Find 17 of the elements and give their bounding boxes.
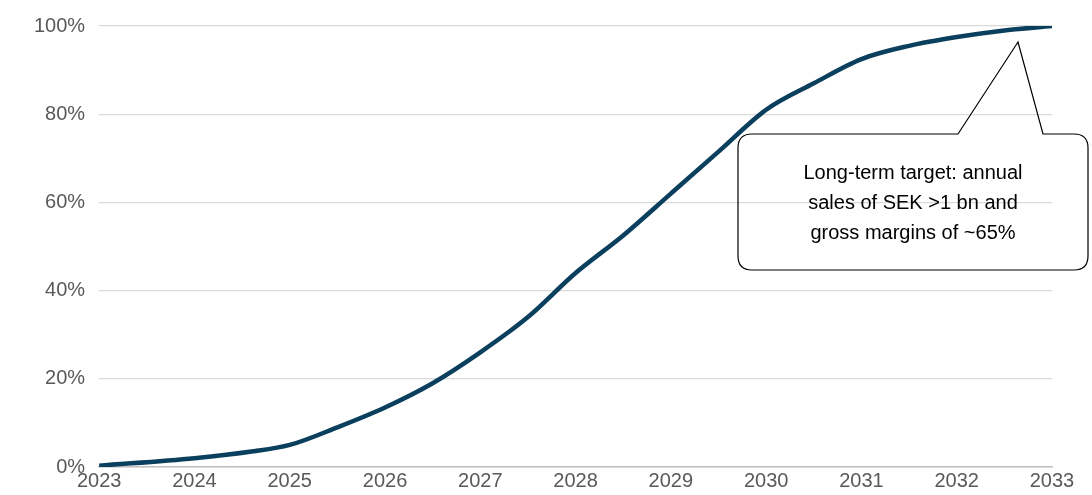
x-tick-label: 2024 bbox=[172, 468, 217, 491]
y-tick-label: 100% bbox=[34, 13, 86, 36]
x-tick-label: 2033 bbox=[1029, 468, 1075, 491]
y-tick-label: 20% bbox=[45, 366, 86, 389]
x-tick-label: 2025 bbox=[267, 468, 312, 491]
y-tick-label: 60% bbox=[45, 189, 86, 212]
annotation: Long-term target: annual sales of SEK >1 bn and gross margins of ~65% bbox=[802, 160, 1024, 245]
y-tick-label: 80% bbox=[45, 101, 86, 124]
x-tick-label: 2029 bbox=[648, 468, 694, 491]
x-tick-label: 2031 bbox=[839, 468, 884, 491]
x-tick-label: 2032 bbox=[934, 468, 979, 491]
line-series bbox=[99, 26, 1052, 467]
x-tick-label: 2030 bbox=[743, 468, 789, 491]
x-tick-label: 2027 bbox=[458, 468, 503, 491]
y-tick-label: 40% bbox=[45, 278, 86, 301]
x-tick-label: 2026 bbox=[362, 468, 408, 491]
x-tick-label: 2028 bbox=[553, 468, 598, 491]
